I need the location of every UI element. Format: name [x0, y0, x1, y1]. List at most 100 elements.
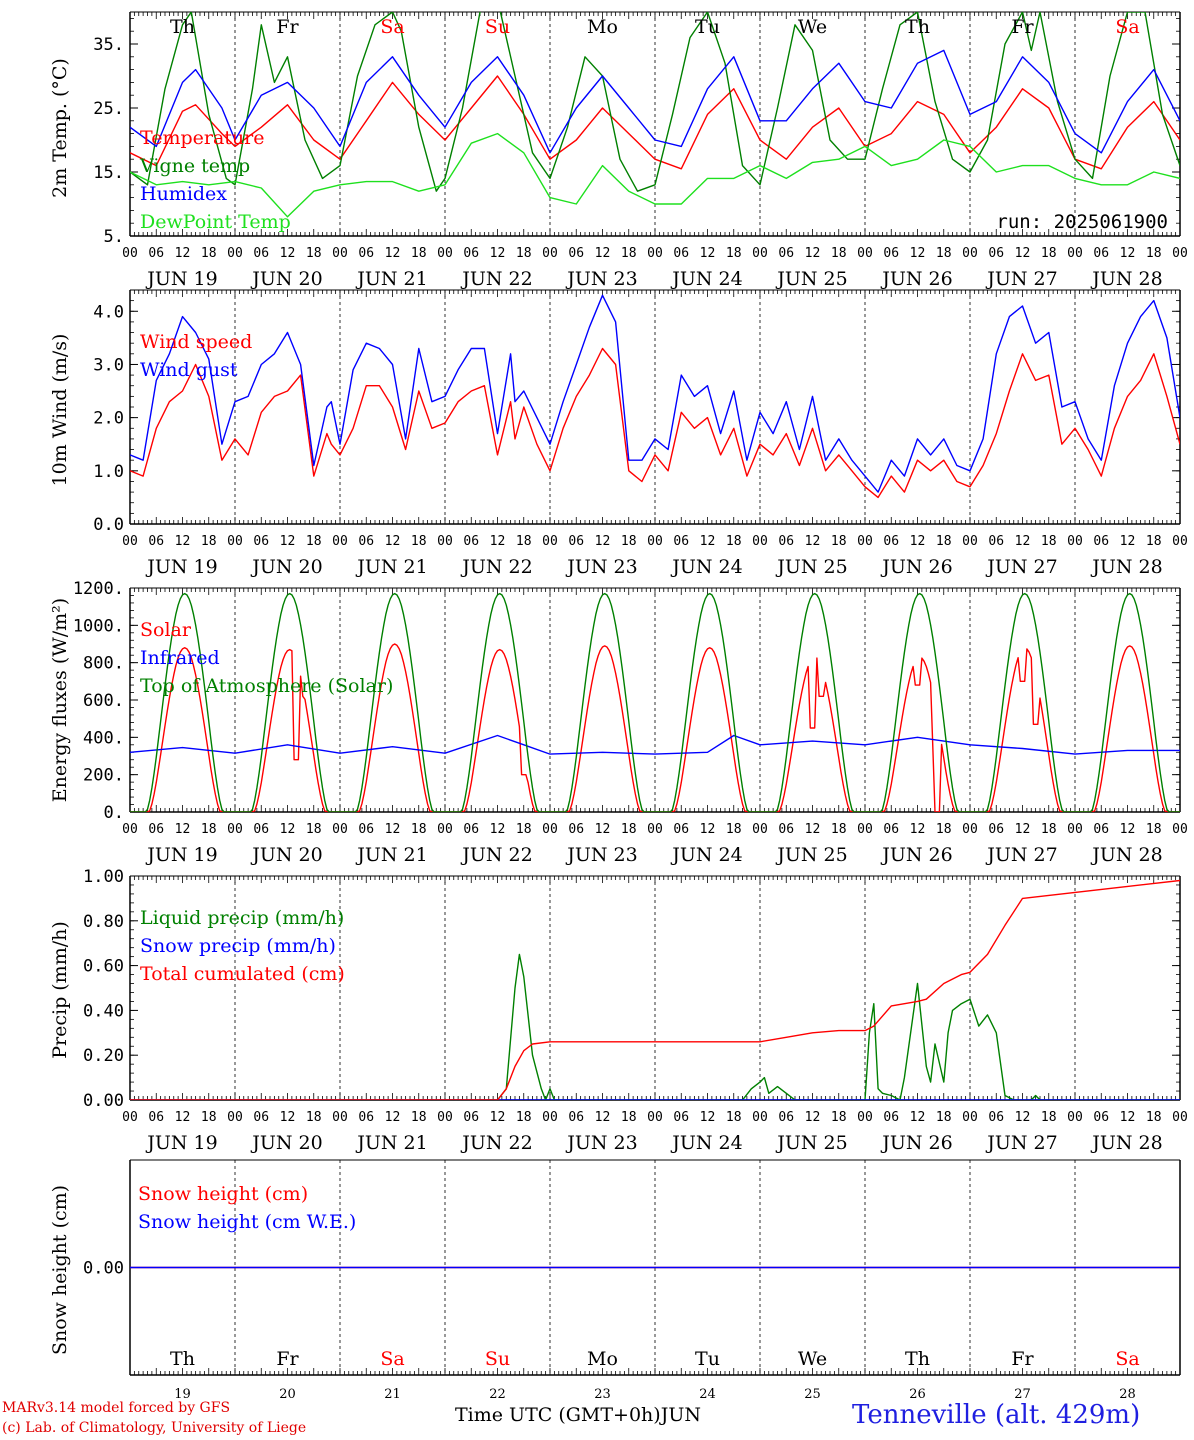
weekday-label: Su — [485, 1348, 510, 1370]
hour-tick-label: 00 — [332, 1110, 348, 1125]
date-label: JUN 26 — [880, 844, 952, 866]
date-label: JUN 21 — [355, 1132, 427, 1154]
date-label: JUN 24 — [670, 1132, 742, 1154]
hour-tick-label: 06 — [568, 822, 584, 837]
date-label: JUN 23 — [565, 844, 637, 866]
y-tick-label: 25. — [93, 99, 124, 119]
hour-tick-label: 12 — [700, 1110, 716, 1125]
legend-entry: Top of Atmosphere (Solar) — [140, 675, 393, 697]
hour-tick-label: 12 — [280, 534, 296, 549]
series-line-1 — [130, 347, 1180, 499]
hour-tick-label: 06 — [988, 246, 1004, 261]
hour-tick-label: 06 — [988, 534, 1004, 549]
day-number-label: 25 — [804, 1387, 821, 1402]
run-label: run: 2025061900 — [996, 211, 1168, 233]
hour-tick-label: 06 — [463, 246, 479, 261]
hour-tick-label: 06 — [1093, 534, 1109, 549]
date-label: JUN 27 — [985, 556, 1057, 578]
hour-tick-label: 12 — [910, 822, 926, 837]
day-number-label: 27 — [1014, 1387, 1031, 1402]
weekday-label: Fr — [276, 16, 299, 38]
y-axis-label: Energy fluxes (W/m²) — [49, 598, 71, 802]
y-tick-label: 800. — [83, 654, 124, 674]
location-label: Tenneville (alt. 429m) — [852, 1400, 1141, 1430]
hour-tick-label: 00 — [227, 534, 243, 549]
hour-tick-label: 12 — [910, 534, 926, 549]
hour-tick-label: 12 — [595, 822, 611, 837]
hour-tick-label: 12 — [805, 822, 821, 837]
hour-tick-label: 06 — [673, 1110, 689, 1125]
date-label: JUN 24 — [670, 268, 742, 290]
date-label: JUN 28 — [1090, 268, 1162, 290]
model-line-1: MARv3.14 model forced by GFS — [2, 1400, 231, 1416]
legend-entry: Infrared — [140, 647, 220, 669]
y-axis-label: 10m Wind (m/s) — [49, 334, 71, 487]
y-axis-label: Snow height (cm) — [49, 1185, 71, 1355]
hour-tick-label: 00 — [857, 822, 873, 837]
hour-tick-label: 18 — [1041, 1110, 1057, 1125]
y-tick-label: 0.0 — [93, 515, 124, 535]
series-line-2 — [130, 734, 1180, 755]
hour-tick-label: 18 — [411, 534, 427, 549]
weekday-label: Sa — [1115, 16, 1139, 38]
weekday-label: Sa — [1115, 1348, 1139, 1370]
hour-tick-label: 18 — [621, 1110, 637, 1125]
series-line-4 — [130, 132, 1180, 218]
y-tick-label: 600. — [83, 691, 124, 711]
y-tick-label: 0.00 — [83, 1091, 124, 1111]
y-tick-label: 2.0 — [93, 409, 124, 429]
hour-tick-label: 12 — [805, 246, 821, 261]
date-label: JUN 22 — [460, 268, 532, 290]
date-label: JUN 27 — [985, 1132, 1057, 1154]
y-tick-label: 15. — [93, 163, 124, 183]
hour-tick-label: 06 — [883, 246, 899, 261]
hour-tick-label: 06 — [358, 1110, 374, 1125]
hour-tick-label: 12 — [1015, 534, 1031, 549]
hour-tick-label: 18 — [516, 534, 532, 549]
hour-tick-label: 00 — [962, 1110, 978, 1125]
hour-tick-label: 06 — [148, 246, 164, 261]
hour-tick-label: 18 — [726, 246, 742, 261]
hour-tick-label: 12 — [385, 1110, 401, 1125]
hour-tick-label: 00 — [122, 534, 138, 549]
hour-tick-label: 06 — [148, 1110, 164, 1125]
hour-tick-label: 00 — [332, 534, 348, 549]
x-axis-month: JUN — [660, 1404, 701, 1426]
hour-tick-label: 18 — [936, 246, 952, 261]
hour-tick-label: 00 — [962, 822, 978, 837]
hour-tick-label: 06 — [988, 822, 1004, 837]
hour-tick-label: 18 — [516, 822, 532, 837]
x-axis-label-text: Time UTC (GMT+0h) — [455, 1404, 661, 1426]
date-label: JUN 20 — [250, 844, 322, 866]
panel-3 — [129, 587, 1181, 813]
weekday-label: Tu — [695, 16, 720, 38]
day-number-label: 26 — [909, 1387, 926, 1402]
hour-tick-label: 18 — [306, 1110, 322, 1125]
date-label: JUN 22 — [460, 844, 532, 866]
hour-tick-label: 00 — [542, 534, 558, 549]
hour-tick-label: 18 — [1041, 822, 1057, 837]
hour-tick-label: 12 — [490, 246, 506, 261]
day-number-label: 24 — [699, 1387, 716, 1402]
y-tick-label: 0.60 — [83, 957, 124, 977]
hour-tick-label: 12 — [700, 534, 716, 549]
hour-tick-label: 18 — [621, 534, 637, 549]
hour-tick-label: 00 — [1172, 1110, 1188, 1125]
hour-tick-label: 06 — [463, 1110, 479, 1125]
hour-tick-label: 00 — [1172, 822, 1188, 837]
date-label: JUN 28 — [1090, 844, 1162, 866]
hour-tick-label: 00 — [332, 822, 348, 837]
hour-tick-label: 06 — [778, 246, 794, 261]
hour-tick-label: 00 — [962, 246, 978, 261]
hour-tick-label: 06 — [1093, 1110, 1109, 1125]
hour-tick-label: 12 — [490, 534, 506, 549]
hour-tick-label: 06 — [148, 534, 164, 549]
hour-tick-label: 06 — [778, 534, 794, 549]
date-label: JUN 22 — [460, 556, 532, 578]
legend-entry: DewPoint Temp — [140, 211, 291, 233]
hour-tick-label: 06 — [358, 246, 374, 261]
hour-tick-label: 06 — [1093, 246, 1109, 261]
hour-tick-label: 06 — [778, 822, 794, 837]
weekday-label: Th — [905, 16, 930, 38]
hour-tick-label: 12 — [805, 534, 821, 549]
